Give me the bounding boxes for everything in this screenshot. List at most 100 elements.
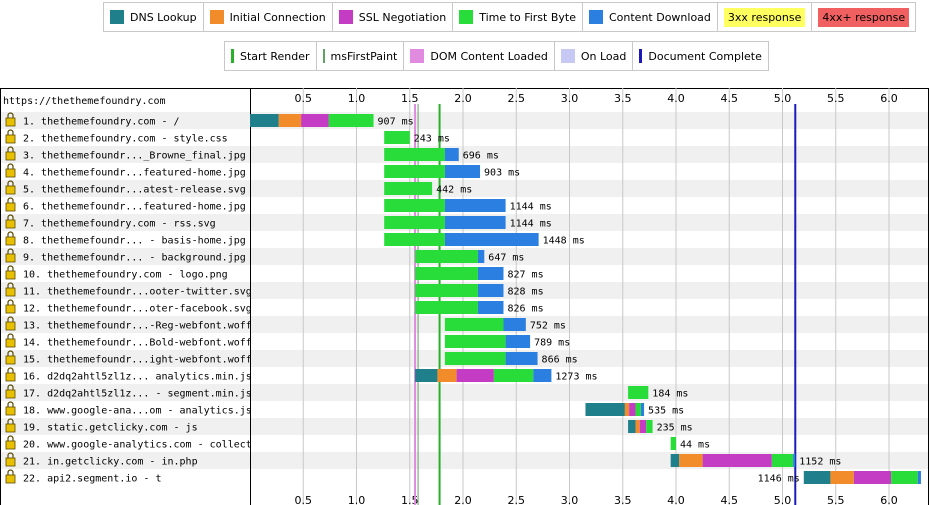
legend-swatch — [209, 10, 224, 24]
request-duration: 535 ms — [648, 406, 684, 417]
request-row[interactable]: 19. static.getclicky.com - js 235 ms — [5, 418, 693, 434]
request-duration: 243 ms — [414, 134, 450, 145]
timing-segment-dl — [477, 267, 504, 280]
page-url-header: https://thethemefoundry.com — [3, 96, 166, 107]
timing-segment-ttfb — [493, 369, 534, 382]
legend-label: msFirstPaint — [330, 49, 398, 63]
request-label: 7. thethemefoundry.com - rss.svg — [23, 219, 216, 230]
request-duration: 1152 ms — [799, 457, 841, 468]
timing-segment-dns — [585, 403, 625, 416]
timing-segment-ttfb — [415, 267, 478, 280]
timing-segment-ttfb — [384, 165, 445, 178]
timing-segment-ssl — [853, 471, 892, 484]
row-stripe — [1, 180, 928, 197]
waterfall-chart: https://thethemefoundry.com 0.5 0.5 1.0 1.0 1… — [0, 88, 929, 505]
request-duration: 1146 ms — [758, 474, 800, 485]
legend-item-3xx-response: 3xx response — [718, 3, 813, 31]
timing-segment-ttfb — [384, 131, 410, 144]
lock-icon — [5, 112, 16, 127]
request-row[interactable]: 8. thethemefoundr... - basis-home.jpg 144… — [5, 231, 585, 247]
timing-segment-ssl — [702, 454, 772, 467]
request-row[interactable]: 12. thethemefoundr...oter-facebook.svg 82… — [5, 299, 544, 315]
request-label: 20. www.google-analytics.com - collect — [23, 440, 252, 451]
timing-segment-ttfb — [415, 284, 478, 297]
request-row[interactable]: 4. thethemefoundr...featured-home.jpg 903… — [5, 163, 520, 179]
legend-label: Time to First Byte — [479, 10, 576, 24]
timing-segment-dl — [640, 403, 645, 416]
timing-segment-dl — [503, 318, 526, 331]
legend-swatch — [110, 10, 124, 24]
request-label: 8. thethemefoundr... - basis-home.jpg — [23, 236, 246, 247]
timing-segment-ttfb — [328, 114, 374, 127]
request-duration: 827 ms — [507, 270, 543, 281]
request-label: 4. thethemefoundr...featured-home.jpg — [23, 168, 246, 179]
timing-segment-dl — [793, 454, 796, 467]
request-row[interactable]: 20. www.google-analytics.com - collect 44… — [5, 435, 710, 451]
request-row[interactable]: 2. thethemefoundry.com - style.css 243 ms — [5, 129, 450, 145]
timing-segment-dns — [670, 454, 680, 467]
timing-segment-dl — [444, 165, 481, 178]
timing-segment-dns — [628, 420, 636, 433]
timing-segment-dl — [477, 301, 504, 314]
tick-label-bottom: 4.5 — [721, 494, 739, 505]
tick-label-top: 4.5 — [721, 92, 739, 105]
request-row[interactable]: 14. thethemefoundr...Bold-webfont.woff 78… — [5, 333, 570, 349]
tick-label-top: 3.5 — [614, 92, 632, 105]
timing-segment-conn — [278, 114, 302, 127]
request-row[interactable]: 5. thethemefoundr...atest-release.svg 442… — [5, 180, 472, 196]
request-duration: 828 ms — [507, 287, 543, 298]
legend-item-start-render: Start Render — [225, 42, 317, 70]
tick-label-top: 4.0 — [667, 92, 685, 105]
request-label: 12. thethemefoundr...oter-facebook.svg — [23, 304, 252, 315]
request-row[interactable]: 16. d2dq2ahtl5zl1z... analytics.min.js 12… — [5, 367, 598, 383]
lock-icon — [5, 452, 16, 467]
row-stripe — [1, 146, 928, 163]
request-row[interactable]: 17. d2dq2ahtl5zl1z... - segment.min.js 18… — [5, 384, 688, 400]
legend-label: DOM Content Loaded — [430, 49, 548, 63]
timing-segment-ttfb — [415, 250, 478, 263]
tick-label-top: 1.0 — [348, 92, 366, 105]
legend-item-initial-connection: Initial Connection — [204, 3, 333, 31]
tick-label-top: 0.5 — [295, 92, 313, 105]
tick-label-top: 5.0 — [774, 92, 792, 105]
request-label: 17. d2dq2ahtl5zl1z... - segment.min.js — [23, 389, 252, 400]
tick-label-top: 6.0 — [880, 92, 898, 105]
request-row[interactable]: 10. thethemefoundry.com - logo.png 827 ms — [5, 265, 544, 281]
tick-label-bottom: 1.5 — [401, 494, 419, 505]
request-duration: 442 ms — [436, 185, 472, 196]
request-duration: 1144 ms — [510, 202, 552, 213]
legend-label: Start Render — [240, 49, 310, 63]
timing-segment-conn — [830, 471, 854, 484]
request-row[interactable]: 11. thethemefoundr...ooter-twitter.svg 82… — [5, 282, 544, 298]
legend-item-dns-lookup: DNS Lookup — [104, 3, 204, 31]
request-row[interactable]: 15. thethemefoundr...ight-webfont.woff 86… — [5, 350, 578, 366]
timing-segment-ttfb — [384, 233, 445, 246]
request-row[interactable]: 13. thethemefoundr...-Reg-webfont.woff 75… — [5, 316, 566, 332]
timing-segment-dl — [505, 335, 531, 348]
lock-icon — [5, 401, 16, 416]
request-row[interactable]: 3. thethemefoundr..._Browne_final.jpg 696… — [5, 146, 499, 162]
tick-label-top: 3.0 — [561, 92, 579, 105]
request-row[interactable]: 22. api2.segment.io - t 1146 ms — [5, 469, 921, 485]
timing-segment-conn — [624, 403, 630, 416]
request-label: 16. d2dq2ahtl5zl1z... analytics.min.js — [23, 372, 252, 383]
legend-swatch — [459, 10, 474, 24]
request-row[interactable]: 6. thethemefoundr...featured-home.jpg 114… — [5, 197, 552, 213]
legend-item-document-complete: Document Complete — [633, 42, 768, 70]
request-label: 14. thethemefoundr...Bold-webfont.woff — [23, 338, 252, 349]
request-duration: 44 ms — [680, 440, 710, 451]
request-row[interactable]: 1. thethemefoundry.com - / 907 ms — [5, 112, 414, 128]
legend-label: Initial Connection — [229, 10, 326, 24]
request-row[interactable]: 7. thethemefoundry.com - rss.svg 1144 ms — [5, 214, 552, 230]
tick-label-bottom: 1.0 — [348, 494, 366, 505]
timing-segment-ttfb — [646, 420, 653, 433]
legend-label: Content Download — [608, 10, 711, 24]
request-row[interactable]: 9. thethemefoundr... - background.jpg 647… — [5, 248, 524, 264]
request-row[interactable]: 21. in.getclicky.com - in.php 1152 ms — [5, 452, 841, 468]
timing-segment-ttfb — [384, 182, 433, 195]
request-label: 2. thethemefoundry.com - style.css — [23, 134, 228, 145]
timing-segment-ssl — [456, 369, 494, 382]
tick-label-bottom: 2.0 — [454, 494, 472, 505]
lock-icon — [5, 231, 16, 246]
request-row[interactable]: 18. www.google-ana...om - analytics.js 53… — [5, 401, 684, 417]
